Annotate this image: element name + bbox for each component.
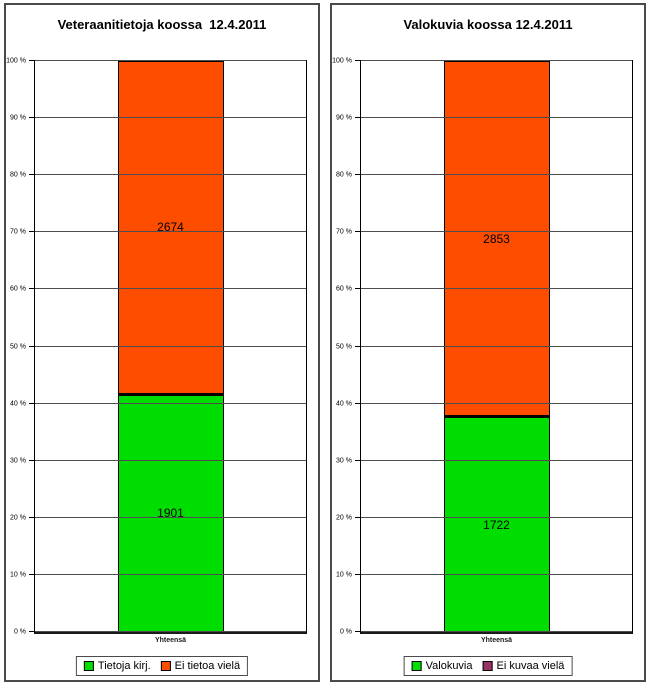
legend-color-swatch-icon <box>83 661 94 671</box>
segment-value-label: 1722 <box>483 517 510 532</box>
y-axis-tick-mark <box>355 345 361 347</box>
y-axis-tick-label: 20 % <box>10 514 26 522</box>
y-axis-tick-mark <box>29 459 35 461</box>
y-axis-tick-mark <box>355 573 361 575</box>
gridline <box>35 631 306 632</box>
gridline <box>35 117 306 119</box>
stacked-bar: 2853 1722 <box>443 61 550 632</box>
y-axis-tick-label: 90 % <box>10 114 26 122</box>
segment-value-label: 1901 <box>157 506 184 521</box>
segment-value-label: 2853 <box>483 231 510 246</box>
chart-panel-veteraanitiedot: Veteraanitietoja koossa 12.4.2011 2674 1… <box>4 3 320 682</box>
y-axis-tick-mark <box>29 117 35 119</box>
legend: Valokuvia Ei kuvaa vielä <box>403 656 573 676</box>
chart-title: Veteraanitietoja koossa 12.4.2011 <box>57 17 267 32</box>
y-axis-tick-mark <box>29 288 35 290</box>
bar-segment-remaining: 2853 <box>443 61 550 418</box>
legend-label: Ei tietoa vielä <box>174 660 241 672</box>
gridline <box>35 288 306 290</box>
y-axis-tick-mark <box>29 516 35 518</box>
y-axis-tick-label: 0 % <box>13 628 26 636</box>
y-axis-tick-label: 30 % <box>336 457 352 465</box>
y-axis-tick-label: 60 % <box>10 285 26 293</box>
y-axis-tick-label: 30 % <box>10 457 26 465</box>
gridline <box>361 573 632 575</box>
gridline <box>35 60 306 61</box>
legend-label: Valokuvia <box>425 660 473 672</box>
gridline <box>361 231 632 233</box>
y-axis-tick-label: 60 % <box>336 285 352 293</box>
y-axis-tick-label: 10 % <box>10 571 26 579</box>
y-axis-tick-label: 40 % <box>336 400 352 408</box>
gridline <box>361 459 632 461</box>
y-axis-tick-mark <box>29 174 35 176</box>
y-axis-tick-mark <box>355 631 361 632</box>
y-axis-tick-mark <box>355 402 361 404</box>
y-axis-tick-label: 50 % <box>10 343 26 350</box>
gridline <box>35 459 306 461</box>
legend-color-swatch-icon <box>482 661 493 671</box>
gridline <box>35 231 306 233</box>
gridline <box>361 631 632 632</box>
legend-color-swatch-icon <box>160 661 171 671</box>
legend: Tietoja kirj. Ei tietoa vielä <box>75 656 249 676</box>
gridline <box>361 117 632 119</box>
legend-item: Ei kuvaa vielä <box>482 660 565 672</box>
y-axis-tick-mark <box>29 60 35 61</box>
chart-panel-valokuvat: Valokuvia koossa 12.4.2011 2853 1722 Yht… <box>330 3 646 682</box>
y-axis-tick-mark <box>355 288 361 290</box>
y-axis-tick-label: 40 % <box>10 400 26 408</box>
legend-color-swatch-icon <box>411 661 422 671</box>
y-axis-tick-label: 80 % <box>336 171 352 179</box>
gridline <box>35 345 306 347</box>
legend-item: Tietoja kirj. <box>83 660 151 672</box>
legend-label: Tietoja kirj. <box>97 660 151 672</box>
gridline <box>361 516 632 518</box>
chart-title: Valokuvia koossa 12.4.2011 <box>403 17 573 32</box>
bar-segment-remaining: 2674 <box>117 61 224 395</box>
y-axis-tick-mark <box>29 345 35 347</box>
x-axis-category-label: Yhteensä <box>154 637 187 644</box>
legend-item: Valokuvia <box>411 660 473 672</box>
y-axis-tick-label: 20 % <box>336 514 352 522</box>
y-axis-tick-mark <box>29 631 35 632</box>
segment-value-label: 2674 <box>157 220 184 235</box>
plot-area: 2674 1901 Yhteensä 0 % 10 % 20 % 30 % 40 % 50… <box>6 58 307 644</box>
y-axis-tick-label: 10 % <box>336 571 352 579</box>
y-axis-tick-label: 90 % <box>336 114 352 122</box>
y-axis-tick-mark <box>355 516 361 518</box>
gridline <box>361 288 632 290</box>
y-axis-tick-mark <box>355 174 361 176</box>
y-axis-tick-label: 0 % <box>339 628 352 636</box>
plot-area: 2853 1722 Yhteensä 0 % 10 % 20 % 30 % 40 % 50… <box>332 58 633 644</box>
y-axis-tick-label: 100 % <box>6 57 26 65</box>
y-axis-tick-mark <box>355 117 361 119</box>
gridline <box>35 174 306 176</box>
y-axis-tick-mark <box>355 231 361 233</box>
y-axis-tick-label: 100 % <box>332 57 352 65</box>
y-axis-tick-mark <box>29 573 35 575</box>
gridline <box>35 573 306 575</box>
gridline <box>361 402 632 404</box>
stacked-bar: 2674 1901 <box>117 61 224 632</box>
bar-segment-done: 1722 <box>443 417 550 632</box>
y-axis-tick-mark <box>29 402 35 404</box>
bar-segment-done: 1901 <box>117 394 224 632</box>
y-axis-tick-label: 70 % <box>336 228 352 236</box>
y-axis-tick-label: 70 % <box>10 228 26 236</box>
x-axis-category-label: Yhteensä <box>480 637 513 644</box>
y-axis-tick-label: 50 % <box>336 343 352 350</box>
y-axis-tick-mark <box>355 459 361 461</box>
legend-label: Ei kuvaa vielä <box>496 660 565 672</box>
y-axis-tick-label: 80 % <box>10 171 26 179</box>
gridline <box>35 402 306 404</box>
y-axis-tick-mark <box>29 231 35 233</box>
gridline <box>361 60 632 61</box>
gridline <box>35 516 306 518</box>
y-axis-tick-mark <box>355 60 361 61</box>
gridline <box>361 174 632 176</box>
legend-item: Ei tietoa vielä <box>160 660 241 672</box>
gridline <box>361 345 632 347</box>
